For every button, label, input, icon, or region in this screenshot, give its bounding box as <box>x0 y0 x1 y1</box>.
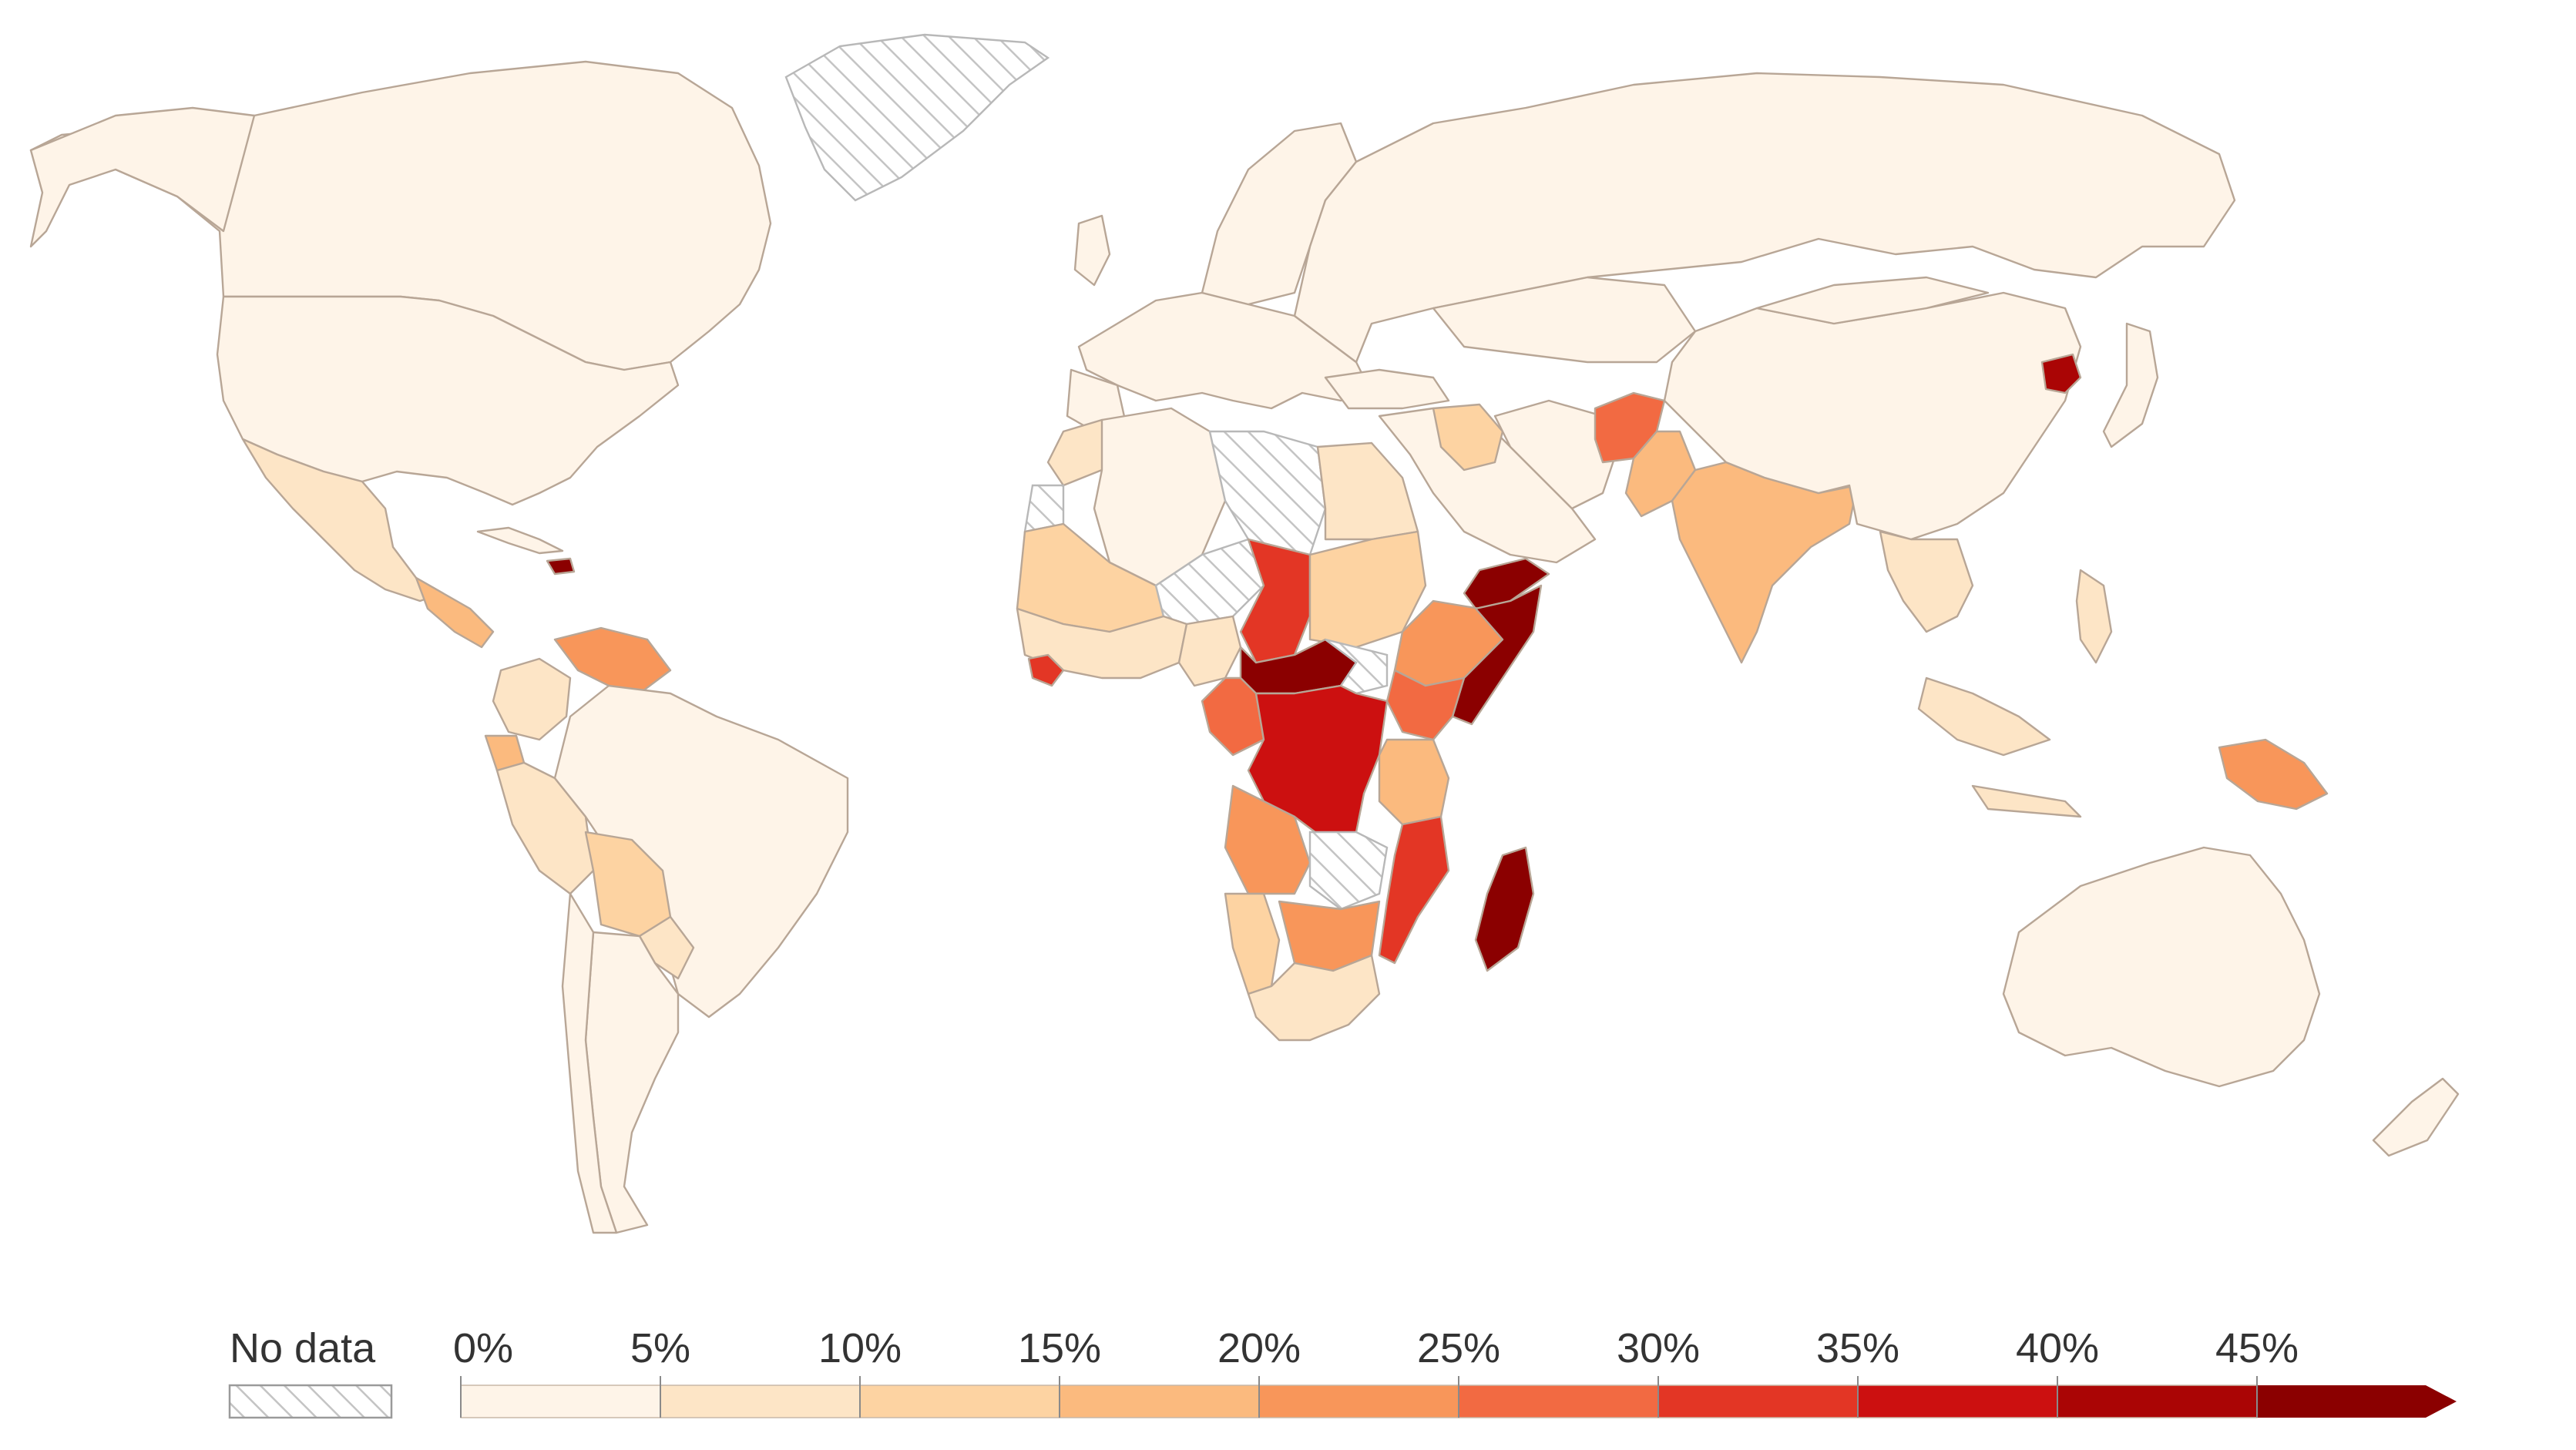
legend-tick-label: 5% <box>630 1325 690 1371</box>
legend-tick-label: 35% <box>1816 1325 1899 1371</box>
legend-tick-label: 25% <box>1417 1325 1500 1371</box>
country-turkey <box>1324 368 1450 410</box>
country-kenya <box>1385 669 1466 741</box>
country-zambia <box>1308 831 1389 911</box>
legend-bin-0 <box>460 1385 661 1418</box>
country-alaska <box>29 106 256 248</box>
country-south-sudan <box>1325 638 1389 695</box>
legend-bin-9 <box>2257 1385 2457 1418</box>
country-southeast-asia <box>1879 530 1974 633</box>
country-namibia <box>1224 892 1281 995</box>
legend-tick-label: 0% <box>453 1325 513 1371</box>
country-madagascar <box>1474 846 1535 972</box>
country-kazakhstan <box>1432 276 1697 364</box>
legend-tick-label: 30% <box>1617 1325 1700 1371</box>
country-haiti <box>546 557 576 576</box>
country-dr-congo <box>1247 684 1389 841</box>
country-nigeria <box>1177 615 1242 687</box>
country-tanzania <box>1378 738 1450 826</box>
country-iran <box>1493 399 1620 510</box>
country-liberia <box>1027 653 1065 687</box>
legend-tick-label: 45% <box>2215 1325 2299 1371</box>
country-cuba <box>476 526 564 555</box>
country-mozambique <box>1378 815 1450 965</box>
country-indonesia <box>1917 676 2082 818</box>
legend-bin-4 <box>1258 1385 1459 1418</box>
country-australia <box>2002 846 2321 1088</box>
country-japan <box>2102 322 2159 448</box>
country-greenland <box>784 33 1050 202</box>
country-colombia <box>492 657 572 741</box>
legend-tick-label: 15% <box>1018 1325 1101 1371</box>
country-cameroon-gabon <box>1201 676 1265 757</box>
country-philippines <box>2075 569 2113 664</box>
country-egypt <box>1316 441 1419 541</box>
country-uk <box>1073 214 1111 287</box>
legend-bin-2 <box>859 1385 1060 1418</box>
legend-no-data-label: No data <box>230 1325 376 1371</box>
legend-bin-6 <box>1657 1385 1859 1418</box>
legend-tick-labels: 0% 5% 10% 15% 20% 25% 30% 35% 40% 45% <box>453 1325 2299 1418</box>
legend-bin-7 <box>1857 1385 2058 1418</box>
country-libya <box>1208 430 1327 556</box>
legend-tick-label: 10% <box>818 1325 902 1371</box>
country-venezuela <box>553 626 672 695</box>
legend-bin-3 <box>1059 1385 1260 1418</box>
legend-bin-5 <box>1458 1385 1659 1418</box>
country-russia <box>1293 72 2236 364</box>
legend-bin-1 <box>660 1385 861 1418</box>
country-north-korea <box>2040 353 2082 394</box>
legend-no-data-swatch <box>228 1384 393 1419</box>
country-papua-new-guinea <box>2218 738 2329 811</box>
country-mongolia <box>1755 276 1990 325</box>
legend-tick-label: 40% <box>2016 1325 2099 1371</box>
country-syria-iraq <box>1432 403 1504 472</box>
country-chile <box>561 892 618 1234</box>
country-new-zealand <box>2372 1077 2460 1157</box>
country-india <box>1671 461 1859 664</box>
legend-tick-label: 20% <box>1217 1325 1301 1371</box>
legend-color-scale <box>460 1385 2457 1418</box>
country-central-america <box>415 576 495 649</box>
legend-bin-8 <box>2057 1385 2258 1418</box>
country-angola <box>1224 784 1312 895</box>
country-china <box>1663 291 2082 541</box>
legend: No data 0% 5% 10% 15% 20% 25% 30% 35% 40% 45% <box>228 1325 2457 1419</box>
country-somalia <box>1451 584 1543 726</box>
country-south-africa <box>1247 954 1381 1042</box>
